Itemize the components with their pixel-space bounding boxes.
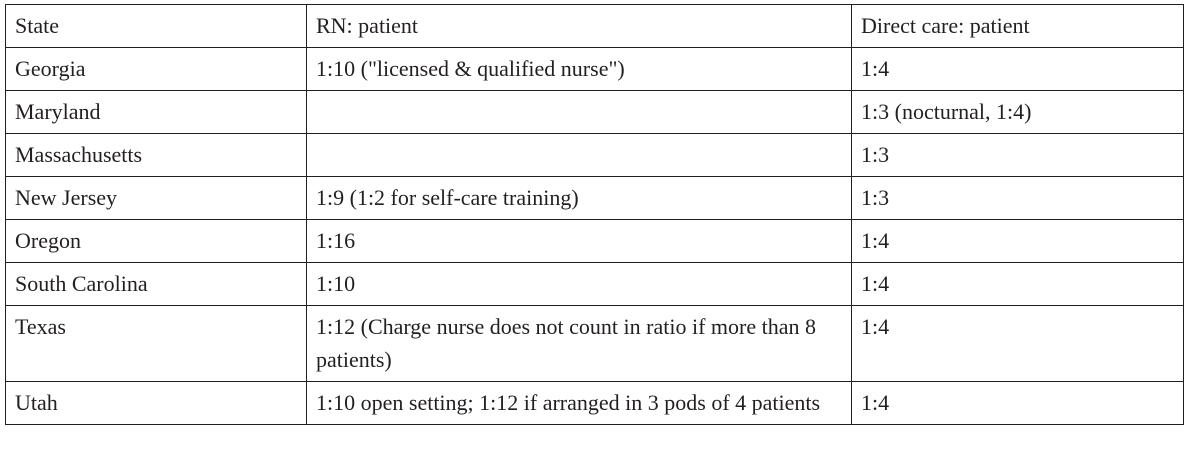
table-cell: 1:4 [851, 381, 1184, 425]
table-row: Maryland 1:3 (nocturnal, 1:4) [5, 90, 1184, 134]
table-cell: 1:4 [851, 219, 1184, 263]
table-row: Oregon 1:16 1:4 [5, 219, 1184, 263]
table-cell: RN: patient [306, 4, 852, 48]
table-cell: 1:4 [851, 305, 1184, 382]
table-cell: Utah [5, 381, 307, 425]
table-cell: New Jersey [5, 176, 307, 220]
table-cell: Maryland [5, 90, 307, 134]
ratio-table: State RN: patient Direct care: patient Geor… [5, 4, 1184, 425]
table-cell: South Carolina [5, 262, 307, 306]
table-cell: 1:3 (nocturnal, 1:4) [851, 90, 1184, 134]
table-cell: 1:3 [851, 133, 1184, 177]
table-cell: Massachusetts [5, 133, 307, 177]
table-cell: 1:12 (Charge nurse does not count in rat… [306, 305, 852, 382]
table-cell: 1:16 [306, 219, 852, 263]
table-cell: 1:10 [306, 262, 852, 306]
table-cell: 1:4 [851, 262, 1184, 306]
table-cell [306, 133, 852, 177]
table-cell: 1:9 (1:2 for self-care training) [306, 176, 852, 220]
table-cell: State [5, 4, 307, 48]
table-cell: Georgia [5, 47, 307, 91]
table-cell [306, 90, 852, 134]
table-cell: 1:10 open setting; 1:12 if arranged in 3… [306, 381, 852, 425]
table-row: Utah 1:10 open setting; 1:12 if arranged … [5, 381, 1184, 425]
table-row: South Carolina 1:10 1:4 [5, 262, 1184, 306]
table-row: Texas 1:12 (Charge nurse does not count i… [5, 305, 1184, 382]
table-row: Georgia 1:10 ("licensed & qualified nurse… [5, 47, 1184, 91]
table-cell: 1:3 [851, 176, 1184, 220]
table-row: Massachusetts 1:3 [5, 133, 1184, 177]
header-row: State RN: patient Direct care: patient [5, 4, 1184, 48]
table-cell: 1:10 ("licensed & qualified nurse") [306, 47, 852, 91]
table-cell: Texas [5, 305, 307, 382]
table-row: New Jersey 1:9 (1:2 for self-care trainin… [5, 176, 1184, 220]
table-cell: Direct care: patient [851, 4, 1184, 48]
table-cell: 1:4 [851, 47, 1184, 91]
table-cell: Oregon [5, 219, 307, 263]
